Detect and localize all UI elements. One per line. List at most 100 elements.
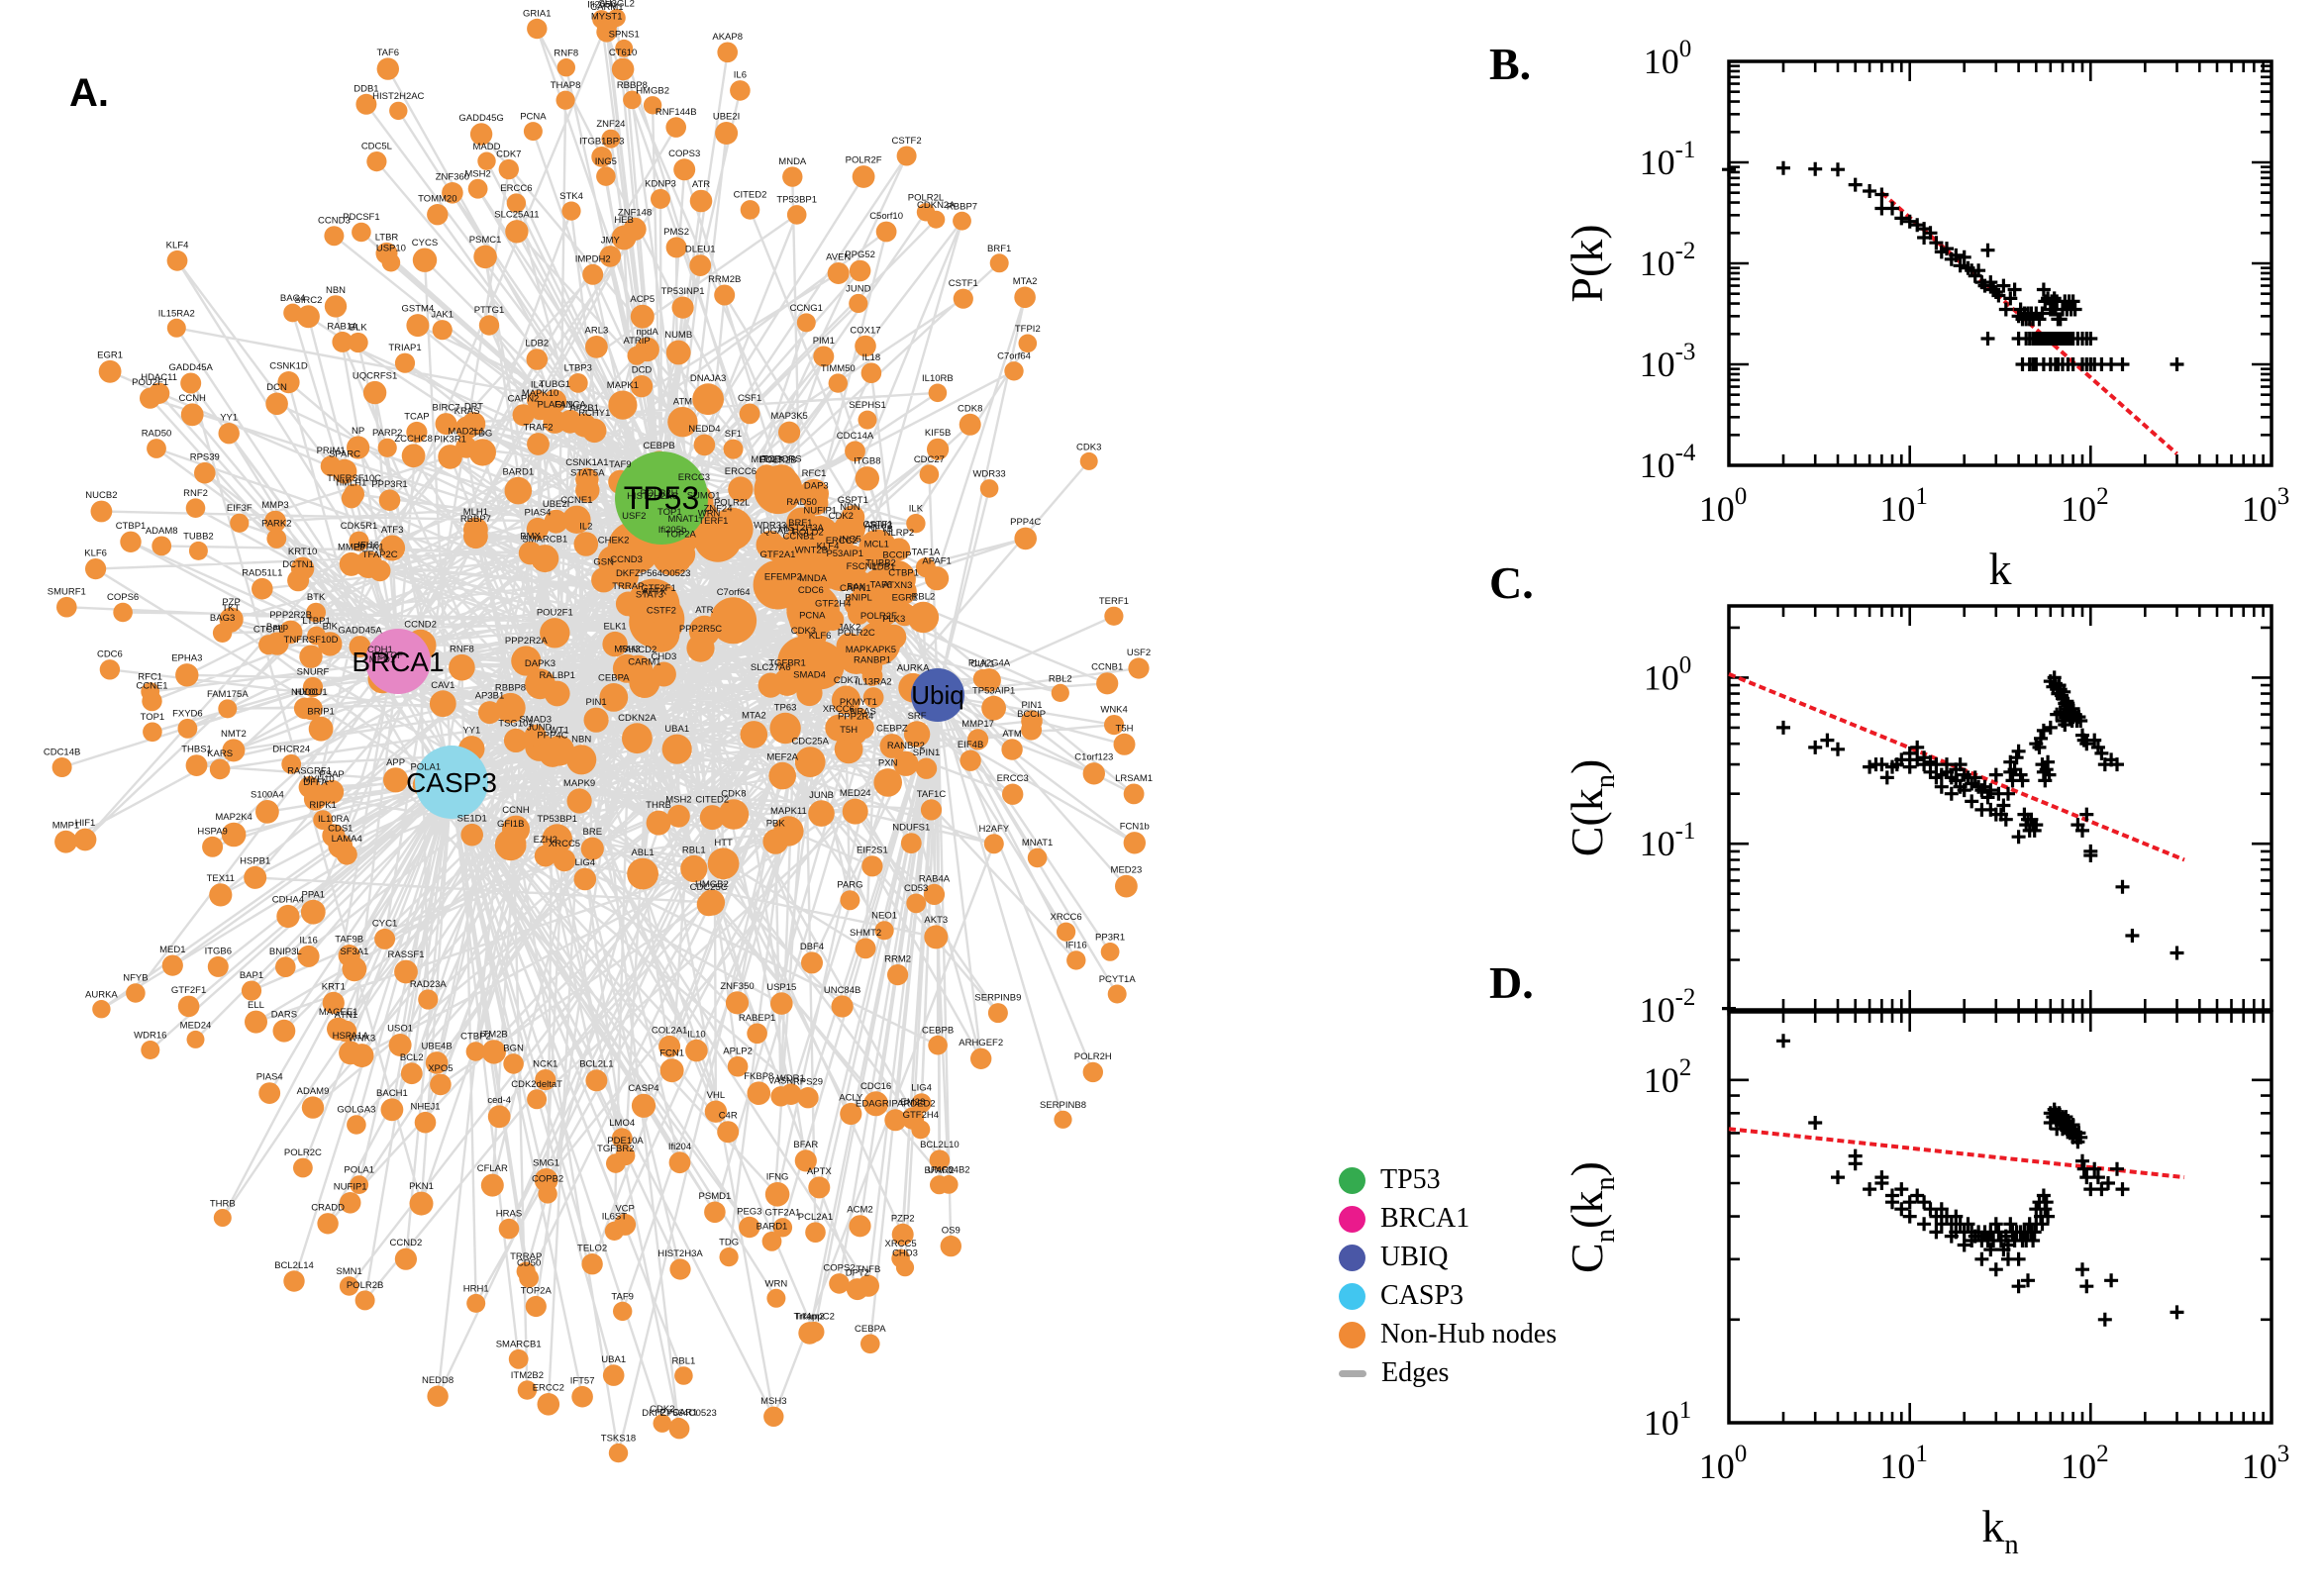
network-node: [608, 390, 638, 420]
node-label: ATM: [673, 397, 692, 408]
node-label: LDB2: [525, 339, 549, 349]
network-node: [506, 193, 527, 213]
node-label: PPP4C: [537, 731, 567, 742]
tick-label: 101: [1879, 1441, 1928, 1486]
node-label: LMO4: [609, 1118, 635, 1129]
node-label: MAGEE1: [319, 1007, 358, 1018]
node-label: TERF1: [1099, 596, 1129, 607]
node-label: DNAJA3: [690, 373, 726, 384]
node-label: CITED2: [695, 795, 729, 806]
node-label: ATXN3: [882, 580, 912, 591]
network-node: [665, 340, 691, 365]
node-label: SERPINB8: [1040, 1100, 1086, 1111]
node-label: PCNA: [799, 610, 826, 621]
network-node: [535, 1069, 556, 1091]
node-label: DARS: [271, 1009, 297, 1020]
node-label: PPP2R4: [838, 712, 873, 723]
node-label: BRF1: [987, 244, 1011, 254]
node-label: ZNF350: [720, 981, 754, 992]
node-label: NP: [352, 426, 364, 437]
node-label: CEBPA: [598, 673, 630, 684]
node-label: XPO5: [428, 1063, 453, 1074]
node-label: CAPN1: [840, 583, 871, 594]
network-node: [534, 845, 556, 867]
node-label: BRIP1: [307, 706, 334, 717]
network-node: [674, 1366, 693, 1385]
tick-label: 100: [1644, 651, 1692, 697]
network-node: [467, 178, 488, 199]
hub-nodes: [365, 451, 964, 819]
x-axis-title: kn: [1981, 1501, 2018, 1560]
network-node: [927, 210, 946, 229]
node-label: KIF5B: [925, 428, 951, 439]
network-node: [266, 529, 287, 549]
network-node: [906, 893, 927, 914]
node-label: TNFRSF10C: [327, 473, 381, 484]
node-label: EIF4B: [958, 740, 983, 750]
network-node: [412, 248, 438, 272]
network-node: [1123, 832, 1147, 854]
node-label: SMURF1: [48, 586, 86, 597]
node-label: CCNH: [502, 805, 530, 816]
node-label: TUBB2: [183, 531, 214, 542]
node-label: HIST2H2AC: [372, 91, 424, 102]
network-node: [1001, 739, 1023, 760]
node-label: CT610: [609, 48, 638, 58]
network-node: [887, 538, 911, 561]
node-label: BNIP3L: [269, 947, 302, 957]
network-node: [613, 1301, 633, 1322]
node-label: ATM: [1002, 729, 1021, 740]
node-label: hMLH1: [337, 477, 367, 488]
node-label: XRCC6: [823, 704, 855, 715]
node-label: CDK3: [1076, 442, 1101, 452]
network-node: [498, 1218, 520, 1240]
network-node: [297, 945, 320, 967]
node-label: COPS3: [668, 149, 700, 159]
network-node: [582, 263, 604, 285]
node-label: CCNB1: [1091, 662, 1123, 673]
network-node: [1066, 950, 1086, 970]
node-label: JUNB: [809, 790, 834, 801]
network-node: [300, 899, 326, 925]
node-label: HSPB1: [240, 855, 270, 866]
node-label: RASGRF1: [287, 766, 332, 777]
network-node: [960, 749, 981, 771]
node-label: MMP1: [52, 820, 79, 831]
node-label: MED23: [1111, 864, 1143, 875]
network-node: [929, 1149, 951, 1170]
node-dot-icon: [1339, 1321, 1365, 1348]
network-node: [378, 489, 401, 511]
scatter-points: [1722, 670, 2184, 1016]
network-node: [891, 1223, 914, 1246]
node-label: RAD50: [142, 429, 172, 440]
node-label: EIF2S1: [857, 846, 888, 856]
node-label: ING5: [595, 156, 617, 167]
node-label: CCND2: [390, 1238, 423, 1248]
node-label: CFLAR: [477, 1163, 508, 1174]
node-label: PARG: [837, 880, 862, 891]
node-label: BAG4: [280, 293, 305, 304]
network-node: [829, 1273, 850, 1294]
network-node: [874, 921, 894, 941]
node-label: MTA2: [1013, 276, 1038, 287]
node-label: IFI16: [357, 541, 379, 551]
node-label: POLR2L: [714, 497, 750, 508]
node-label: PP3R1: [1095, 933, 1125, 944]
node-label: AURKA: [897, 663, 930, 674]
node-label: WNT2B: [795, 545, 828, 555]
node-label: PSMC1: [469, 235, 502, 246]
node-label: EPHA3: [171, 653, 202, 664]
network-node: [786, 205, 807, 225]
network-node: [906, 514, 926, 534]
node-label: PPP3R1: [371, 479, 407, 490]
node-label: EPPK1: [354, 542, 384, 552]
network-node: [567, 373, 588, 393]
tick-label: 100: [1699, 1441, 1748, 1486]
node-label: MAD2L1: [448, 426, 484, 437]
node-label: SF3A1: [340, 947, 368, 957]
node-label: SLC27A6: [751, 662, 791, 673]
node-label: DCTN1: [282, 559, 314, 570]
network-node: [281, 753, 302, 774]
node-label: npdA: [637, 327, 659, 338]
tick-label: 10-3: [1640, 339, 1696, 384]
